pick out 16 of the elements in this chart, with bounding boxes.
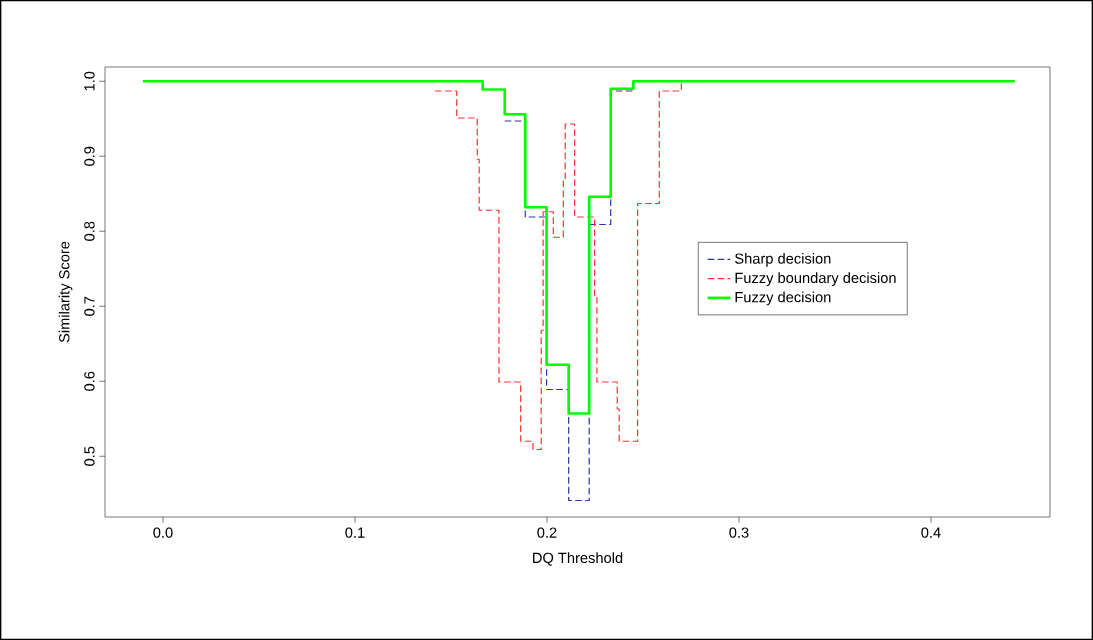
x-tick-label: 0.3	[729, 527, 749, 538]
x-tick-label: 0.4	[921, 527, 941, 538]
x-axis-title: DQ Threshold	[533, 552, 623, 566]
y-tick-label: 0.9	[84, 146, 95, 166]
y-tick-label: 0.6	[84, 371, 95, 391]
y-axis-title: Similarity Score	[58, 241, 73, 343]
legend-label: Fuzzy decision	[735, 291, 831, 306]
y-tick-label: 0.5	[84, 446, 95, 466]
y-tick-label: 1.0	[84, 71, 95, 91]
y-tick-label: 0.7	[84, 296, 95, 316]
legend-label: Fuzzy boundary decision	[735, 272, 896, 286]
x-tick-label: 0.1	[345, 527, 365, 538]
legend-label: Sharp decision	[735, 252, 831, 267]
y-tick-label: 0.8	[84, 221, 95, 241]
x-tick-label: 0.2	[537, 527, 557, 538]
x-tick-label: 0.0	[153, 527, 173, 538]
